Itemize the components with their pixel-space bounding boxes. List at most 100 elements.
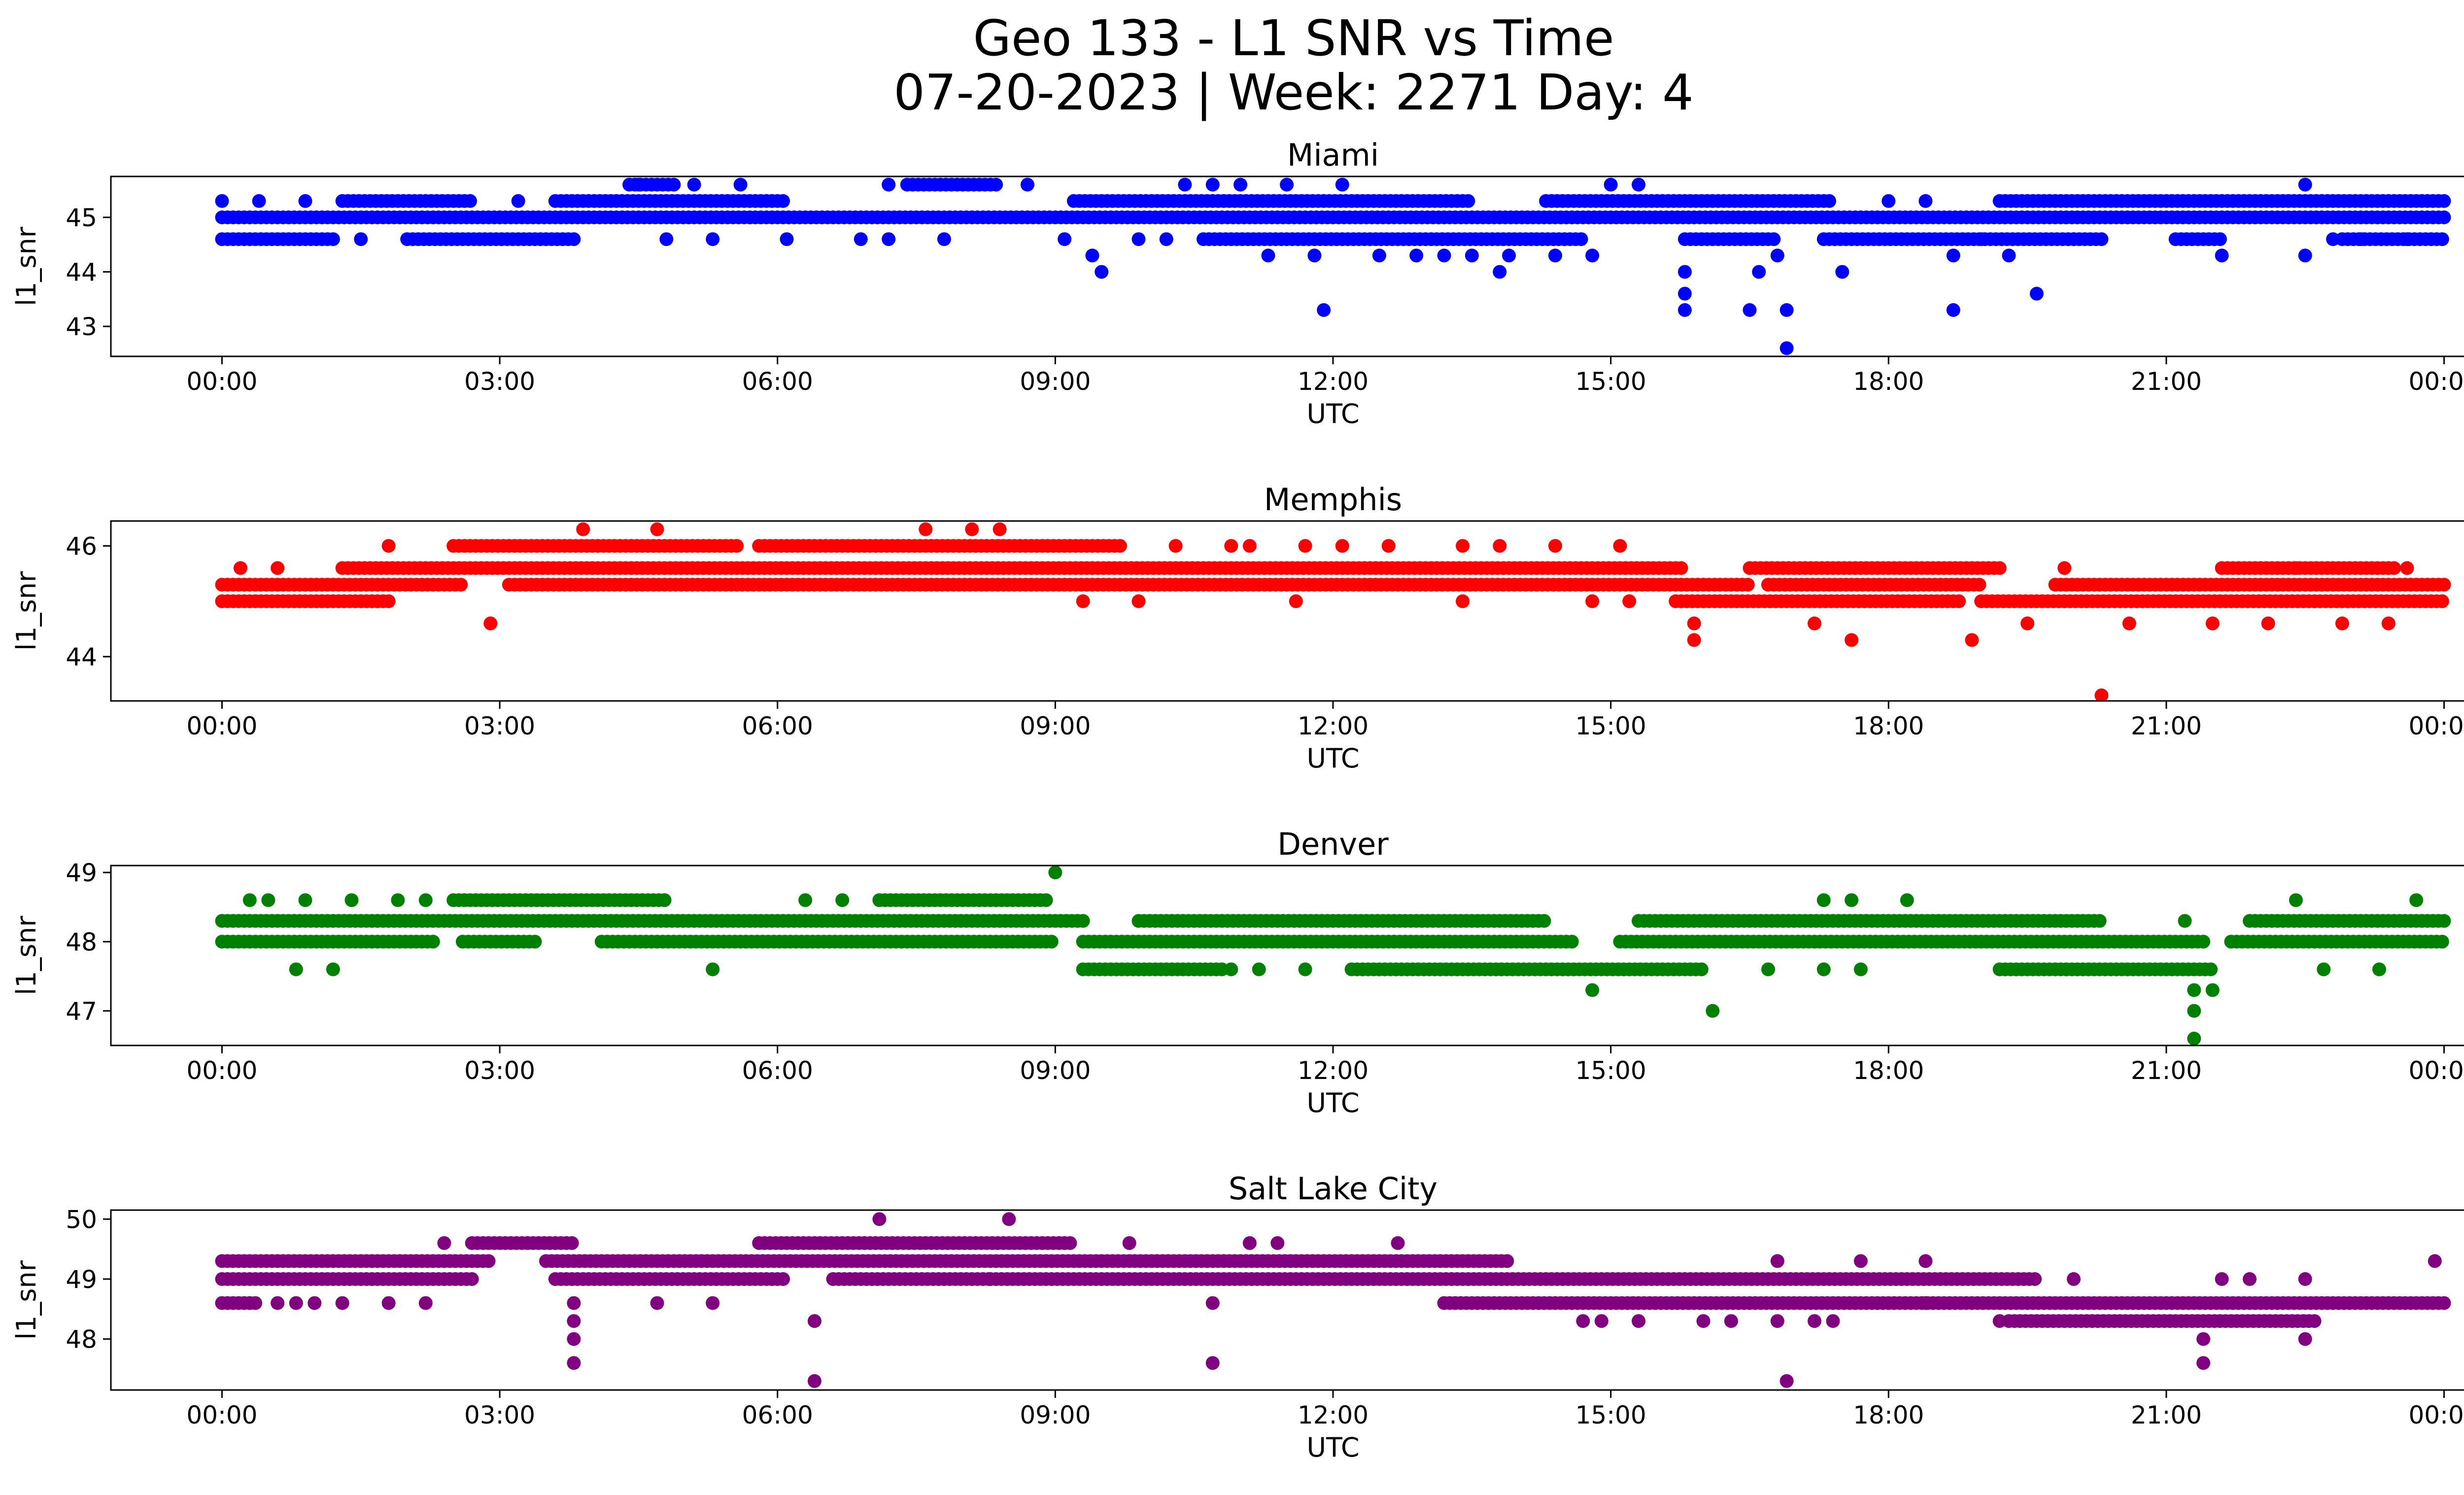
data-point xyxy=(706,232,720,246)
x-tick-label: 21:00 xyxy=(2131,1056,2202,1085)
data-point xyxy=(1493,539,1507,553)
y-tick-label: 49 xyxy=(66,1265,97,1294)
data-point xyxy=(1585,594,1600,608)
data-point xyxy=(335,1296,349,1310)
data-point xyxy=(1752,265,1766,279)
data-point xyxy=(1205,1296,1220,1310)
data-point xyxy=(2298,177,2312,192)
data-point xyxy=(2298,1272,2312,1286)
data-point xyxy=(1974,232,1988,246)
data-point xyxy=(2213,232,2227,246)
y-axis-label: l1_snr xyxy=(11,915,42,995)
data-point xyxy=(418,1296,433,1310)
data-point xyxy=(242,893,257,907)
x-tick-label: 00:00 xyxy=(2408,712,2464,740)
data-point xyxy=(780,232,794,246)
data-point xyxy=(1706,1004,1720,1018)
x-axis-label: UTC xyxy=(1306,1432,1359,1463)
data-point xyxy=(1493,265,1507,279)
data-points xyxy=(215,866,2451,1045)
data-point xyxy=(2215,1272,2229,1286)
data-point xyxy=(1696,1314,1711,1328)
data-point xyxy=(1252,962,1266,976)
data-point xyxy=(2002,248,2016,263)
data-point xyxy=(567,1296,581,1310)
data-point xyxy=(1113,539,1127,553)
x-axis-label: UTC xyxy=(1306,398,1359,429)
data-point xyxy=(1808,616,1821,630)
data-point xyxy=(2067,232,2081,246)
data-point xyxy=(657,893,672,907)
data-point xyxy=(1456,539,1470,553)
axes-frame xyxy=(110,865,2464,1046)
data-point xyxy=(2261,616,2275,630)
data-point xyxy=(1808,1314,1821,1328)
data-point xyxy=(437,1236,451,1250)
data-point xyxy=(326,232,340,246)
data-point xyxy=(2381,616,2396,630)
y-tick-label: 46 xyxy=(66,532,97,561)
data-point xyxy=(1002,1212,1016,1226)
data-point xyxy=(1335,539,1349,553)
data-point xyxy=(483,616,498,630)
x-tick-label: 00:00 xyxy=(2408,1401,2464,1429)
data-point xyxy=(1456,594,1470,608)
data-point xyxy=(454,578,468,592)
data-point xyxy=(2094,688,2109,701)
data-point xyxy=(1900,893,1914,907)
x-tick-label: 00:00 xyxy=(186,712,257,740)
data-point xyxy=(2196,1356,2211,1370)
x-tick-label: 15:00 xyxy=(1575,712,1646,740)
data-point xyxy=(965,522,979,536)
data-point xyxy=(1972,578,1986,592)
subplot-3: Salt Lake City 00:00 03:00 06:00 09:00 12:00 1… xyxy=(11,1171,2464,1463)
data-point xyxy=(1565,935,1579,949)
figure-title-line1: Geo 133 - L1 SNR vs Time xyxy=(973,9,1614,67)
data-point xyxy=(1767,232,1781,246)
data-point xyxy=(1044,935,1059,949)
data-point xyxy=(730,539,744,553)
data-point xyxy=(298,194,312,208)
data-point xyxy=(1178,177,1192,192)
data-point xyxy=(567,1332,581,1346)
data-point xyxy=(2437,1296,2451,1310)
data-point xyxy=(1270,1236,1285,1250)
data-point xyxy=(567,1314,581,1328)
data-point xyxy=(2354,232,2368,246)
data-point xyxy=(2335,616,2349,630)
subplots: Miami 00:00 03:00 06:00 09:00 12:00 15:00 18:00… xyxy=(11,137,2464,1463)
data-point xyxy=(1677,265,1692,279)
data-point xyxy=(1845,633,1859,647)
data-point xyxy=(882,232,896,246)
data-point xyxy=(242,1296,257,1310)
data-point xyxy=(1741,578,1755,592)
data-point xyxy=(1381,539,1396,553)
data-point xyxy=(567,1356,581,1370)
data-point xyxy=(1694,962,1709,976)
data-point xyxy=(465,1272,479,1286)
y-tick-label: 49 xyxy=(66,859,97,887)
data-point xyxy=(481,1254,496,1268)
x-tick-label: 06:00 xyxy=(742,712,813,740)
x-tick-label: 06:00 xyxy=(742,1401,813,1429)
data-point xyxy=(1242,539,1257,553)
data-point xyxy=(576,522,590,536)
data-point xyxy=(252,194,266,208)
data-point xyxy=(1168,539,1183,553)
data-point xyxy=(1537,914,1551,928)
data-point xyxy=(1298,539,1312,553)
data-point xyxy=(1317,303,1331,317)
data-point xyxy=(234,561,247,575)
data-point xyxy=(2400,561,2414,575)
data-point xyxy=(1131,594,1146,608)
data-point xyxy=(706,962,720,976)
data-point xyxy=(1992,561,2007,575)
data-point xyxy=(1816,962,1831,976)
x-tick-label: 12:00 xyxy=(1298,1401,1369,1429)
data-point xyxy=(528,935,542,949)
data-point xyxy=(798,893,813,907)
subplot-title: Salt Lake City xyxy=(1229,1171,1437,1207)
data-point xyxy=(835,893,850,907)
data-point xyxy=(706,1296,720,1310)
